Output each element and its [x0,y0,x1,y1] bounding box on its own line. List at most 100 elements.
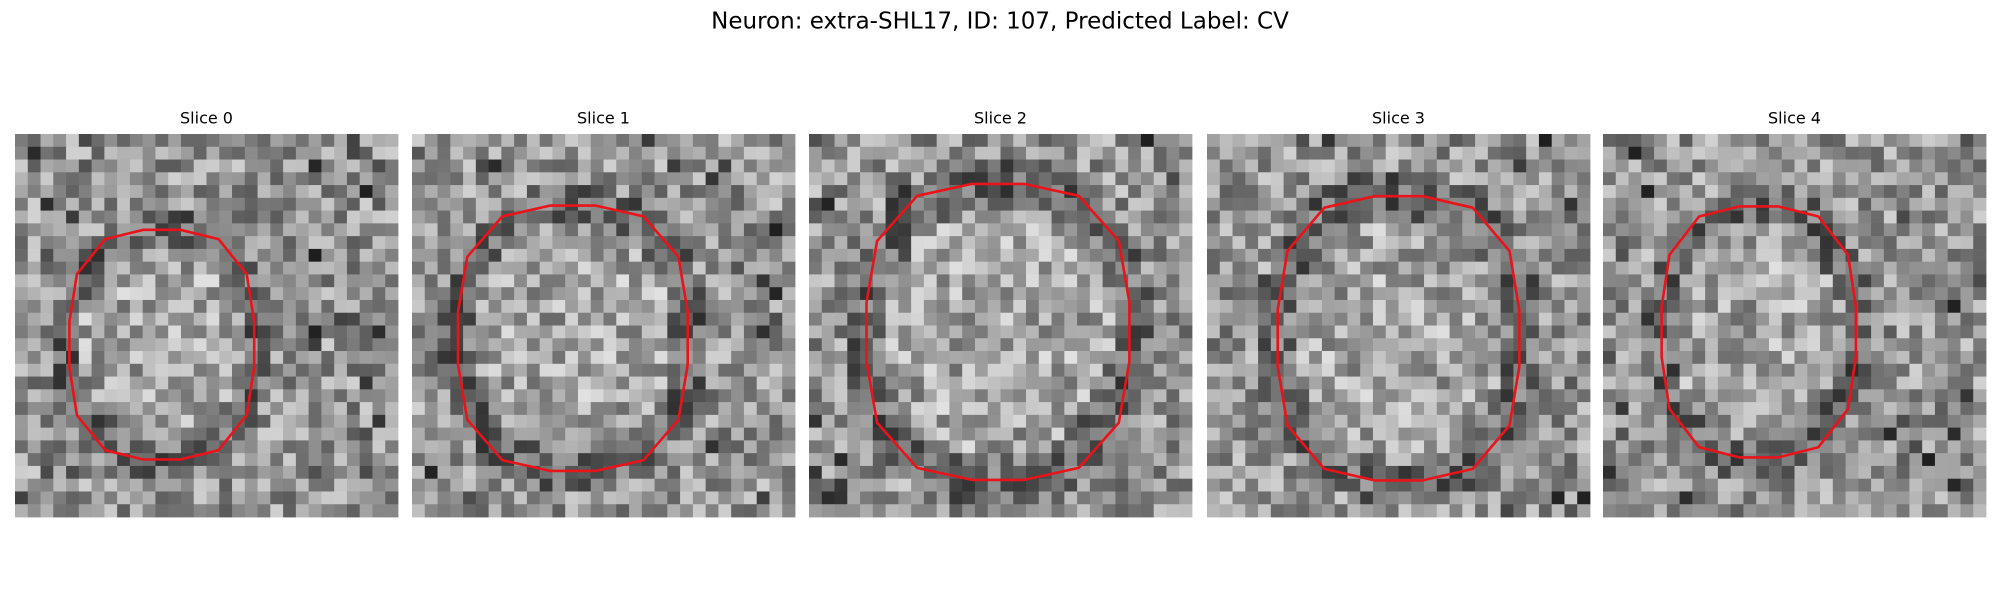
pixel [1603,351,1617,365]
pixel [1398,402,1412,416]
pixel [463,325,477,339]
pixel [257,465,271,480]
pixel [155,236,169,250]
pixel [1102,414,1116,429]
pixel [168,504,182,518]
pixel [1845,504,1859,518]
pixel [885,159,899,173]
pixel [1462,325,1476,339]
pixel [782,491,796,505]
pixel [1615,414,1629,429]
pixel [1960,363,1974,377]
pixel [168,491,182,505]
pixel [1717,248,1732,263]
pixel [1858,440,1872,454]
pixel [1449,185,1463,199]
pixel [1960,402,1974,416]
pixel [1283,504,1297,518]
pixel [219,376,233,390]
pixel [911,427,925,441]
pixel [616,325,630,339]
pixel [641,504,655,518]
pixel [1102,146,1116,160]
pixel [53,261,67,275]
pixel [552,261,566,275]
pixel [270,504,284,518]
pixel [860,185,874,199]
pixel [1896,363,1910,377]
pixel [53,376,67,390]
pixel [424,197,438,211]
pixel [1064,261,1078,275]
pixel [488,287,502,301]
pixel [1077,274,1091,288]
pixel [616,402,630,416]
pixel [501,172,515,186]
pixel [1922,389,1936,403]
pixel [463,312,477,326]
pixel [539,159,553,173]
pixel [1398,376,1412,390]
pixel [1462,274,1476,288]
pixel [1934,146,1949,160]
pixel [680,210,694,224]
pixel [1026,504,1040,518]
pixel [1577,325,1591,339]
pixel [27,299,41,314]
pixel [1334,146,1348,160]
pixel [654,159,668,173]
pixel [987,236,1001,250]
pixel [923,453,938,467]
pixel [1347,223,1361,237]
pixel [1487,312,1502,326]
pixel [782,427,796,441]
pixel [1871,172,1885,186]
pixel [911,223,925,237]
pixel [372,338,386,352]
pixel [104,465,118,480]
pixel [1153,185,1167,199]
pixel [193,465,207,480]
pixel [1743,351,1757,365]
pixel [27,223,41,237]
pixel [15,363,29,377]
pixel [1666,363,1680,377]
pixel [1717,146,1732,160]
pixel [488,185,502,199]
pixel [78,185,92,199]
pixel [104,223,118,237]
pixel [603,134,617,148]
pixel [705,363,719,377]
pixel [872,287,886,301]
pixel [155,414,169,429]
pixel [463,504,477,518]
pixel [283,351,297,365]
pixel [1385,325,1399,339]
pixel [1026,453,1040,467]
pixel [1756,236,1770,250]
pixel [590,299,604,314]
pixel [1500,185,1514,199]
pixel [475,134,489,148]
pixel [1641,338,1655,352]
pixel [616,504,630,518]
pixel [346,427,361,441]
pixel [27,325,41,339]
pixel [232,351,246,365]
pixel [117,376,131,390]
pixel [1730,338,1744,352]
pixel [1564,427,1578,441]
pixel [1140,185,1155,199]
pixel [1385,453,1399,467]
pixel [1166,248,1180,263]
pixel [1026,185,1040,199]
pixel [731,491,745,505]
pixel [1487,223,1502,237]
pixel [1000,414,1014,429]
pixel [1411,363,1425,377]
pixel [244,504,258,518]
pixel [180,146,195,160]
pixel [1628,351,1642,365]
pixel [1538,134,1553,148]
pixel [1628,146,1642,160]
